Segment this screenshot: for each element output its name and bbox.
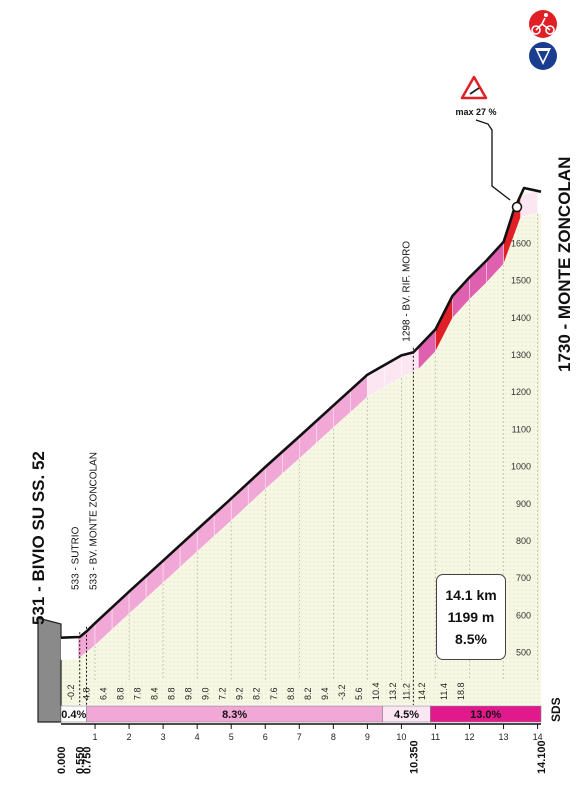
km-gradient-label: 6.4: [99, 687, 109, 700]
profile-line: [60, 186, 542, 639]
y-tick-label: 500: [516, 648, 531, 658]
km-gradient-label: -0.2: [66, 684, 76, 700]
x-tick-label: 11: [431, 732, 440, 742]
x-tick-label: 1: [93, 732, 98, 742]
km-gradient-label: 7.8: [133, 687, 143, 700]
y-tick-label: 700: [516, 573, 531, 583]
ribbon-segment: [520, 190, 538, 218]
y-tick-label: 1500: [511, 276, 531, 286]
km-gradient-label: 8.8: [116, 687, 126, 700]
ribbon-segment: [537, 190, 542, 214]
segment-label-2: 4.5%: [394, 709, 419, 721]
y-tick-label: 600: [516, 610, 531, 620]
max-gradient-warning-icon: [460, 75, 488, 100]
sds-label: SDS: [549, 697, 563, 722]
y-tick-label: 1400: [511, 313, 531, 323]
km-gradient-label: 9.4: [320, 687, 330, 700]
km-marker-label: 0.750: [82, 746, 94, 774]
summary-climb: 1199 m: [447, 609, 495, 625]
km-gradient-label: 14.2: [417, 682, 427, 700]
max-gradient-leader: [475, 119, 511, 201]
km-marker-label: 0.550: [75, 746, 87, 774]
km-marker-label: 0.000: [56, 746, 68, 774]
intermediate-label: 1298 - BV. RIF. MORO: [401, 241, 412, 342]
km-gradient-label: 11.2: [402, 683, 412, 700]
km-gradient-label: 8.4: [150, 687, 160, 700]
summary-average: 8.5%: [455, 631, 487, 647]
km-gradient-label: 9.2: [235, 687, 245, 700]
km-gradient-label: 9.8: [184, 687, 194, 700]
segment-label-3: 13.0%: [470, 709, 501, 721]
km-gradient-label: 18.8: [456, 682, 466, 700]
climb-summary-box: 14.1 km 1199 m 8.5%: [436, 574, 506, 660]
intermediate-label: 533 - SUTRIO: [71, 526, 82, 590]
max-gradient-label: max 27 %: [455, 107, 496, 117]
gpm-category-icon: [529, 42, 557, 70]
summary-distance: 14.1 km: [445, 587, 497, 603]
km-gradient-label: 11.4: [439, 683, 449, 700]
segment-label-1: 8.3%: [222, 709, 247, 721]
x-tick-label: 6: [263, 732, 268, 742]
x-tick-label: 4: [195, 732, 200, 742]
axis-layer: 500 600 700 800 900 1000 1100 1200 1300 1400 1500 1…: [56, 238, 548, 774]
km-gradient-label: 9.0: [201, 687, 211, 700]
x-tick-label: 10: [396, 732, 406, 742]
km-gradient-label: 4.8: [82, 687, 92, 700]
intermediate-label: 533 - BV. MONTE ZONCOLAN: [89, 452, 100, 590]
km-gradient-label: 5.6: [354, 687, 364, 700]
km-gradient-label: 7.6: [269, 687, 279, 700]
km-gradient-label: 8.2: [303, 687, 313, 700]
km-marker-label: 14.100: [536, 740, 548, 774]
x-tick-label: 3: [161, 732, 166, 742]
km-gradient-label: 8.8: [286, 687, 296, 700]
x-tick-label: 14: [533, 732, 543, 742]
y-tick-label: 1000: [511, 462, 531, 472]
segment-label-0: 0.4%: [61, 709, 86, 721]
x-tick-label: 12: [465, 732, 475, 742]
km-gradient-label: 10.4: [371, 682, 381, 700]
max-gradient-point: [511, 201, 523, 213]
start-label: 531 - BIVIO SU SS. 52: [29, 451, 48, 625]
y-tick-label: 1100: [512, 424, 531, 434]
km-gradient-label: 8.8: [167, 687, 177, 700]
start-road-block: [37, 617, 62, 723]
profile-ribbon-layer: [60, 186, 542, 660]
y-tick-label: 800: [516, 536, 531, 546]
y-tick-label: 900: [516, 499, 531, 509]
x-tick-label: 9: [365, 732, 370, 742]
km-gradient-label: 8.2: [252, 687, 262, 700]
finish-label: 1730 - MONTE ZONCOLAN: [555, 157, 574, 372]
labels-layer: 533 - SUTRIO 533 - BV. MONTE ZONCOLAN 1298…: [71, 241, 414, 705]
km-marker-label: 10.350: [408, 740, 420, 774]
x-tick-label: 7: [297, 732, 302, 742]
y-tick-label: 1300: [511, 350, 531, 360]
x-tick-label: 8: [331, 732, 336, 742]
x-tick-label: 5: [229, 732, 234, 742]
km-gradient-label: 13.2: [388, 682, 398, 700]
x-tick-label: 2: [127, 732, 132, 742]
y-tick-label: 1600: [511, 238, 531, 248]
cycling-climb-icon: [529, 10, 557, 38]
km-gradient-label: -3.2: [337, 684, 347, 700]
x-tick-label: 13: [499, 732, 509, 742]
segment-bar-3: [430, 705, 542, 723]
km-gradient-label: 7.2: [218, 687, 228, 700]
y-tick-label: 1200: [511, 387, 531, 397]
ribbon-segment: [60, 636, 79, 660]
